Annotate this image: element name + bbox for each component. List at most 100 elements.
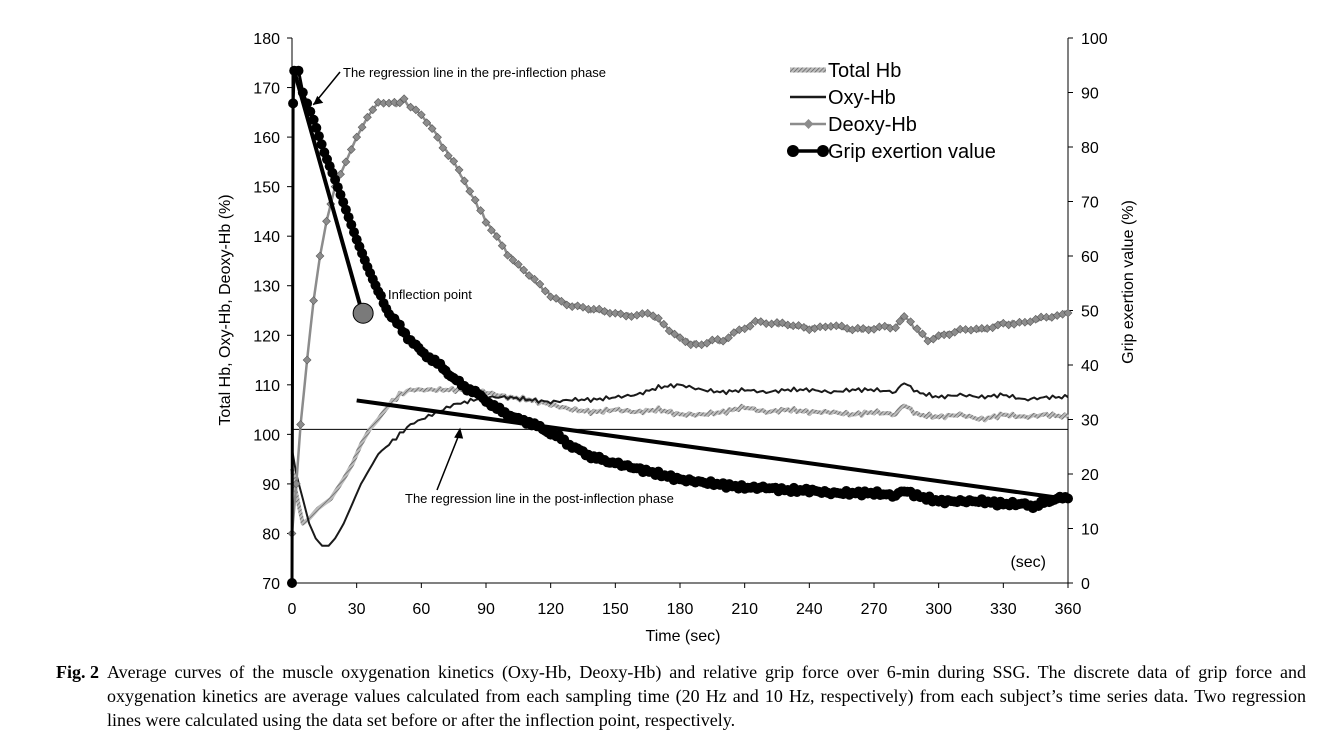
series-marker-deoxy-hb (497, 241, 507, 251)
series-marker-deoxy-hb (309, 296, 318, 305)
y-axis-title-right: Grip exertion value (%) (1120, 200, 1137, 364)
x-tick-label: 240 (796, 601, 823, 618)
series-marker-deoxy-hb (476, 206, 485, 215)
series-marker-deoxy-hb (296, 420, 305, 429)
series-marker-deoxy-hb (352, 132, 362, 142)
series-marker-deoxy-hb (460, 176, 469, 186)
series-marker-deoxy-hb (831, 321, 841, 331)
y-left-tick-label: 70 (262, 576, 280, 593)
series-line-deoxy-hb (290, 97, 1069, 534)
series-marker-deoxy-hb (357, 122, 367, 132)
y-left-tick-label: 150 (253, 180, 280, 197)
series-marker-deoxy-hb (1036, 312, 1046, 322)
series-marker-deoxy-hb (972, 324, 981, 334)
series-marker-deoxy-hb (368, 105, 378, 115)
legend: Total Hb Oxy-Hb Deoxy-Hb Grip exertion valu… (787, 60, 996, 163)
annotations: The regression line in the pre-inflectio… (312, 65, 674, 506)
annotation-post-inflection: The regression line in the post-inflecti… (405, 491, 674, 506)
y-left-tick-label: 170 (253, 81, 280, 98)
series-marker-deoxy-hb (524, 271, 534, 280)
series-marker-deoxy-hb (470, 195, 480, 205)
series-marker-deoxy-hb (291, 479, 301, 489)
x-unit-note: (sec) (1010, 554, 1046, 571)
series-marker-deoxy-hb (670, 329, 679, 339)
series-marker-deoxy-hb (363, 112, 372, 122)
series-marker-deoxy-hb (322, 216, 331, 226)
series-marker-grip (330, 174, 341, 185)
series-marker-deoxy-hb (772, 318, 782, 327)
x-tick-label: 360 (1055, 601, 1082, 618)
x-tick-label: 120 (537, 601, 564, 618)
series-marker-deoxy-hb (503, 250, 512, 260)
series-marker-deoxy-hb (734, 325, 744, 335)
series-marker-deoxy-hb (912, 324, 922, 334)
chart: 0 30 60 90 120 150 180 210 240 270 300 330 360708090… (217, 31, 1137, 645)
x-tick-label: 30 (348, 601, 366, 618)
caption-label: Fig. 2 (56, 662, 99, 682)
y-right-tick-label: 30 (1081, 413, 1099, 430)
series-marker-grip (316, 139, 327, 150)
series-marker-deoxy-hb (438, 143, 448, 153)
series-marker-deoxy-hb (513, 260, 523, 269)
series-marker-deoxy-hb (977, 324, 987, 333)
series-marker-deoxy-hb (955, 324, 965, 334)
series-marker-deoxy-hb (724, 333, 733, 343)
series-marker-deoxy-hb (557, 296, 566, 306)
series-marker-deoxy-hb (885, 323, 895, 333)
y-right-tick-label: 0 (1081, 576, 1090, 593)
series-marker-deoxy-hb (821, 322, 830, 332)
series-marker-deoxy-hb (707, 335, 717, 345)
x-tick-label: 210 (731, 601, 758, 618)
series-marker-deoxy-hb (465, 186, 475, 196)
y-left-tick-label: 120 (253, 328, 280, 345)
series-marker-deoxy-hb (384, 98, 394, 108)
y-right-tick-label: 60 (1081, 249, 1099, 266)
y-left-tick-label: 180 (253, 31, 280, 48)
series-marker-deoxy-hb (982, 324, 992, 333)
series-marker-deoxy-hb (702, 338, 712, 348)
y-right-tick-label: 100 (1081, 31, 1108, 48)
y-left-tick-label: 110 (254, 378, 280, 395)
series-marker-deoxy-hb (783, 320, 793, 330)
series-marker-deoxy-hb (373, 98, 383, 107)
series-marker-deoxy-hb (519, 265, 529, 275)
series-marker-deoxy-hb (535, 279, 545, 289)
series-marker-grip (338, 197, 349, 208)
regression-line-pre-inflection (292, 70, 366, 317)
series-marker-deoxy-hb (928, 334, 938, 344)
series-line-oxy-hb (291, 382, 1069, 547)
series-marker-deoxy-hb (934, 331, 944, 340)
y-left-tick-label: 90 (262, 477, 280, 494)
series-marker-deoxy-hb (487, 225, 496, 235)
series-marker-deoxy-hb (654, 313, 663, 323)
y-left-tick-label: 140 (253, 229, 280, 246)
series-marker-deoxy-hb (302, 355, 312, 365)
series-marker-grip (343, 212, 354, 223)
series-marker-grip (288, 98, 299, 109)
series-marker-grip (346, 219, 357, 230)
series-marker-deoxy-hb (540, 286, 550, 296)
series-marker-deoxy-hb (788, 321, 798, 331)
series-marker-deoxy-hb (939, 330, 949, 340)
series-marker-deoxy-hb (589, 304, 599, 314)
series-marker-deoxy-hb (399, 94, 409, 104)
series-marker-deoxy-hb (891, 323, 900, 333)
y-right-tick-label: 10 (1081, 522, 1099, 539)
y-right-tick-label: 80 (1081, 140, 1099, 157)
regression-line-post-inflection (356, 398, 1064, 501)
series-marker-grip (313, 131, 324, 142)
series-marker-deoxy-hb (411, 105, 421, 115)
caption-text: Average curves of the muscle oxygenation… (107, 662, 1306, 730)
series-marker-deoxy-hb (751, 316, 760, 326)
annotation-arrowhead-pre (313, 95, 324, 105)
series-marker-deoxy-hb (664, 326, 674, 336)
series-marker-deoxy-hb (875, 322, 884, 332)
series-marker-deoxy-hb (718, 336, 728, 346)
x-tick-label: 60 (412, 601, 430, 618)
y-right-tick-label: 40 (1081, 358, 1099, 375)
series-marker-deoxy-hb (605, 308, 615, 318)
series-marker-grip (287, 578, 297, 588)
legend-label: Deoxy-Hb (828, 114, 917, 136)
series-marker-deoxy-hb (395, 98, 405, 108)
series-marker-deoxy-hb (433, 132, 442, 142)
